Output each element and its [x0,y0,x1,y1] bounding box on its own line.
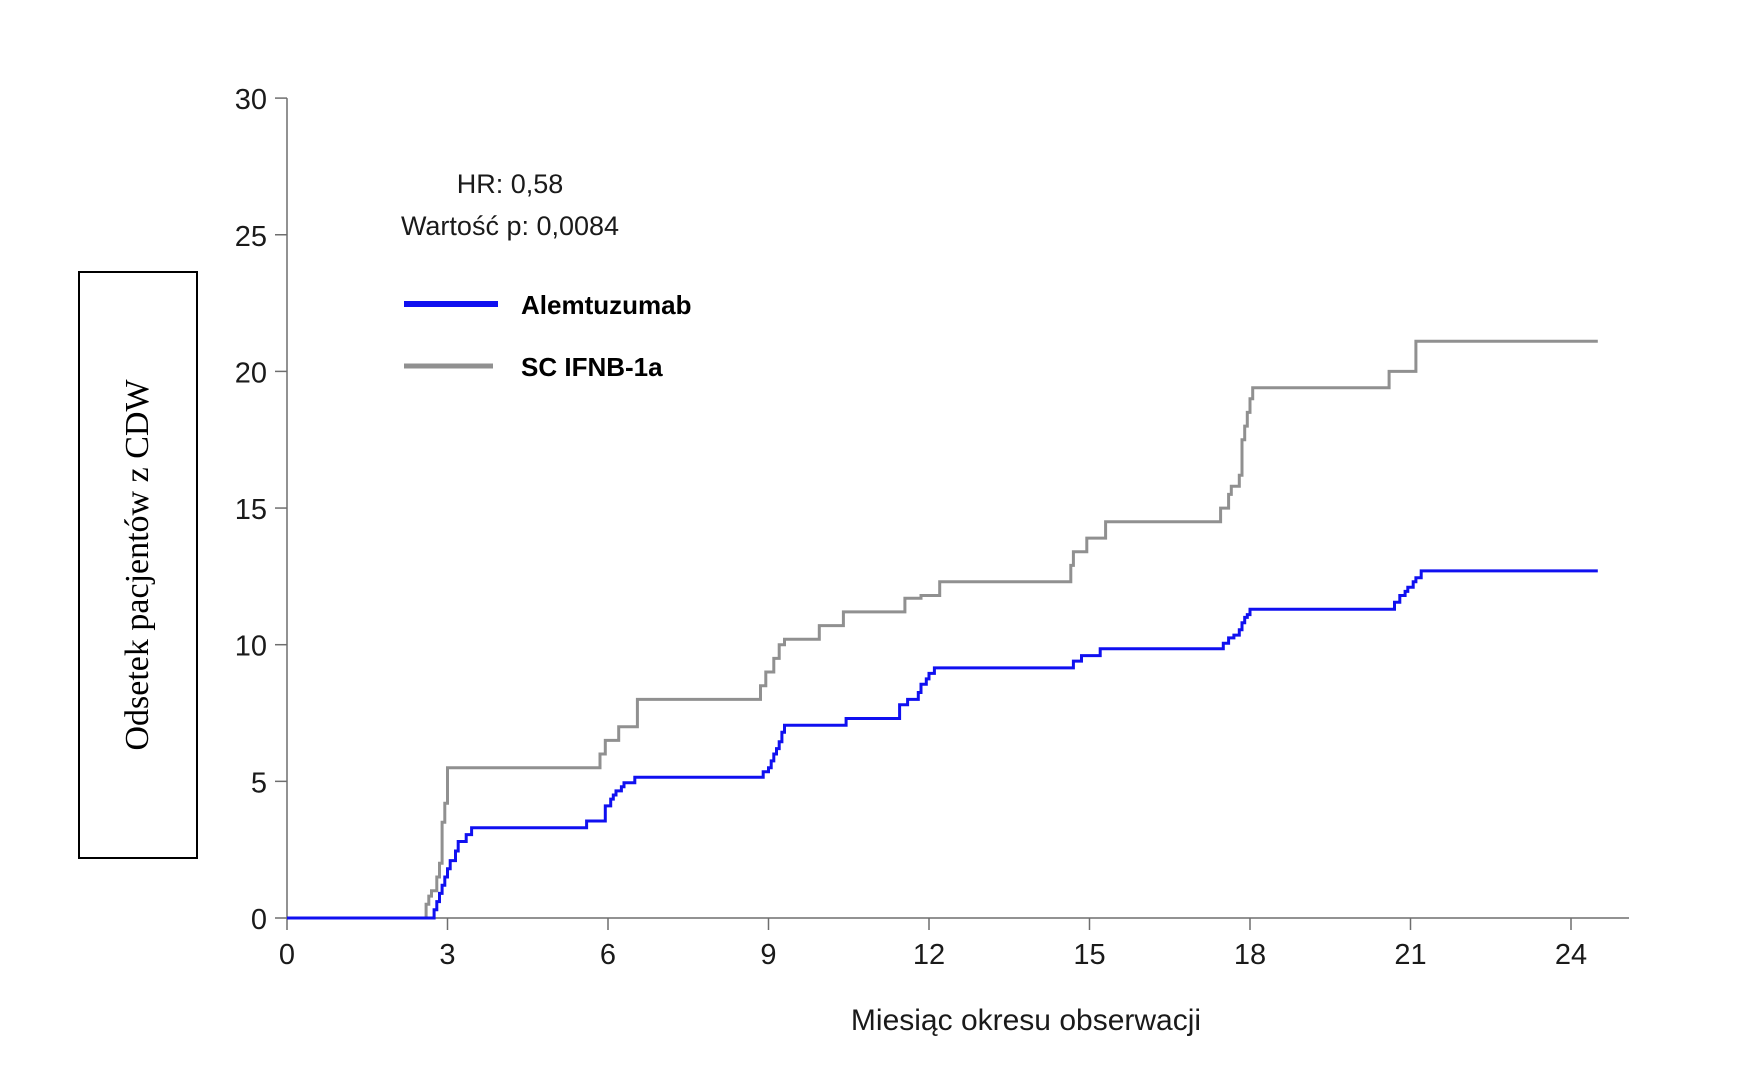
x-tick-label: 6 [600,939,616,971]
x-tick-label: 0 [279,939,295,971]
series-line-alemtuzumab [287,569,1598,920]
legend-label-sc-ifnb: SC IFNB-1a [521,352,663,382]
y-tick-label: 15 [235,494,267,526]
x-tick-label: 9 [760,939,776,971]
x-tick-label: 15 [1073,939,1105,971]
series-line-sc-ifnb-1a [287,339,1598,920]
x-tick-label: 24 [1555,939,1587,971]
y-tick-label: 30 [235,84,267,116]
x-tick-label: 3 [439,939,455,971]
y-tick-label: 10 [235,631,267,663]
annotation: HR: 0,58 Wartość p: 0,0084 [401,169,619,241]
y-tick-label: 25 [235,221,267,253]
legend-label-alemtuzumab: Alemtuzumab [521,290,691,320]
series-layer [287,339,1598,920]
y-tick-label: 0 [251,904,267,936]
x-axis-title: Miesiąc okresu obserwacji [851,1004,1201,1037]
axes: 0 5 10 15 20 25 30 0 3 6 9 12 15 18 21 24 [235,84,1629,971]
y-axis-title-box: Odsetek pacjentów z CDW [78,271,198,859]
y-axis-title: Odsetek pacjentów z CDW [119,379,156,751]
x-tick-label: 18 [1234,939,1266,971]
y-tick-label: 20 [235,357,267,389]
hr-annotation: HR: 0,58 [457,169,564,199]
x-tick-label: 12 [913,939,945,971]
y-tick-label: 5 [251,767,267,799]
y-axis-title-frame [78,271,198,859]
x-tick-label: 21 [1394,939,1426,971]
legend: Alemtuzumab SC IFNB-1a [404,290,691,382]
p-value-annotation: Wartość p: 0,0084 [401,211,619,241]
